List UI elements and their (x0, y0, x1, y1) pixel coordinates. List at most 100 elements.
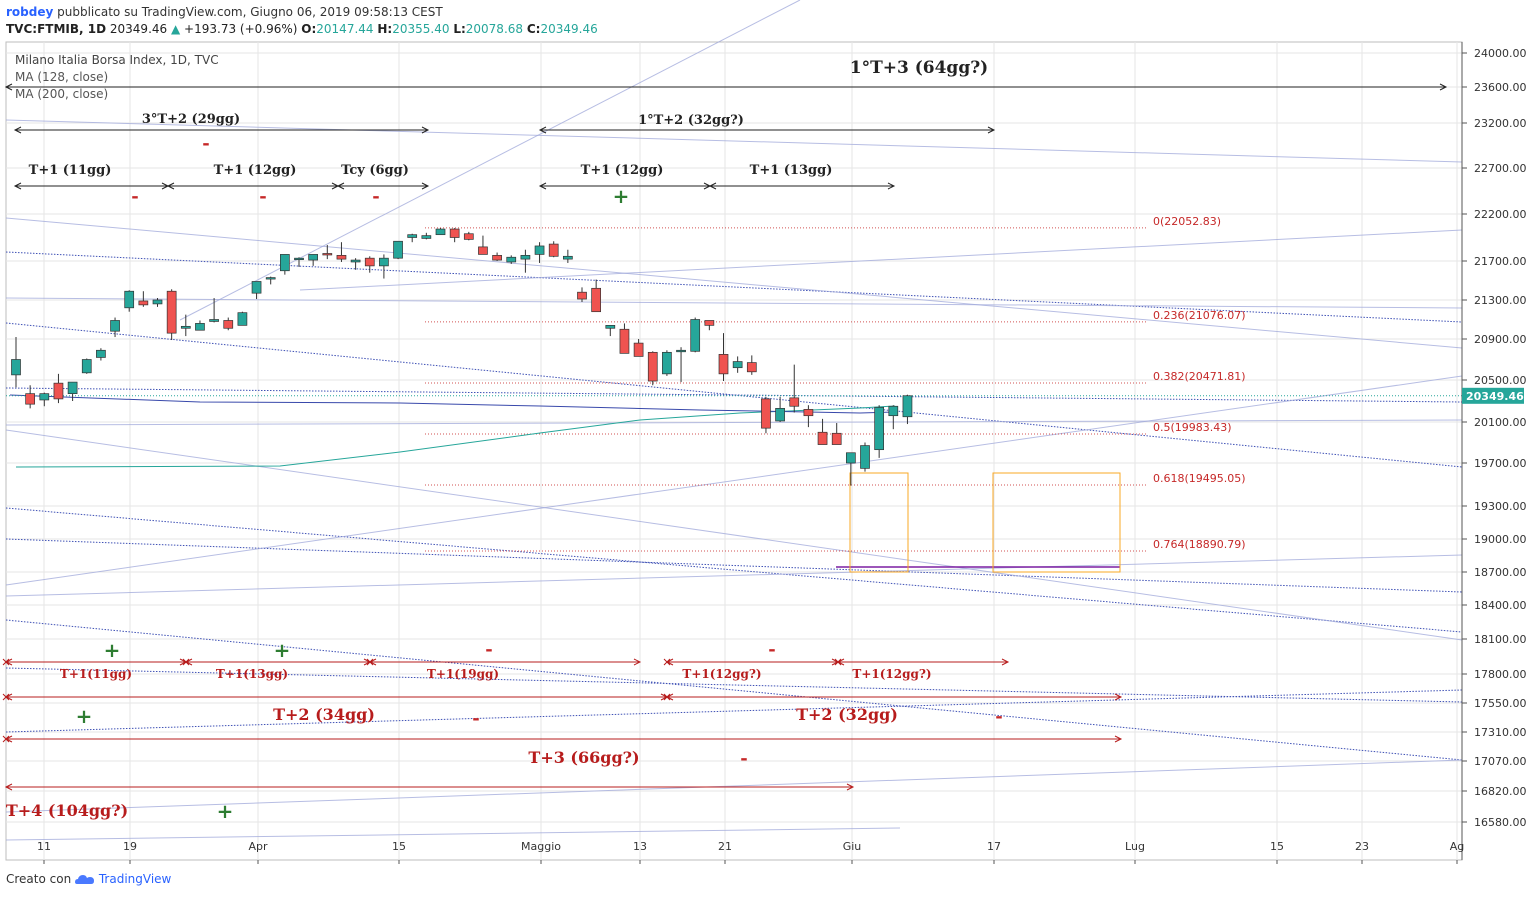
cycle-arrow-b3-tick (366, 658, 374, 666)
price-tick-label: 20100.00 (1474, 416, 1527, 429)
cycle-label-b4: T+1(12gg?) (682, 667, 761, 681)
candle-body (180, 325, 191, 329)
candle (534, 242, 545, 263)
price-tick-label: 23600.00 (1474, 81, 1527, 94)
price-axis[interactable]: 24000.00 23600.00 23200.00 22700.00 22200.00… (1461, 42, 1527, 860)
channel-line (5, 689, 1463, 733)
candlesticks[interactable] (11, 228, 913, 486)
candle-body (25, 393, 35, 405)
candle (633, 339, 644, 357)
last-price-tag (1462, 387, 1524, 404)
candle (280, 254, 290, 275)
candle-body (718, 354, 729, 375)
candle (902, 394, 913, 425)
time-tick-label: Lug (1125, 840, 1145, 853)
candle-body (619, 328, 630, 354)
candle-body (902, 395, 913, 418)
fib-label: 0.5(19983.43) (1153, 421, 1232, 434)
tradingview-cloud-icon (75, 875, 95, 884)
legend-title: Milano Italia Borsa Index, 1D, TVC (15, 53, 219, 67)
up-arrow-icon: ▲ (170, 22, 181, 36)
cycle-sign: + (217, 799, 234, 823)
cycle-arrow-t3-head (4, 83, 13, 91)
price-tick-label: 22700.00 (1474, 162, 1527, 175)
candle-body (647, 351, 658, 382)
cycle-label-b6: T+2 (34gg) (273, 705, 375, 724)
trendline (5, 759, 1463, 813)
candle (96, 348, 106, 361)
cycle-sign: + (274, 638, 291, 662)
time-window-box (849, 472, 909, 573)
trendlines (5, 0, 1463, 841)
candle (746, 355, 757, 375)
candle (831, 423, 842, 445)
open-label: O: (301, 22, 317, 36)
cycle-arrow-t2b-head (987, 126, 996, 134)
candle-body (492, 255, 502, 261)
tradingview-link[interactable]: TradingView (98, 872, 172, 886)
price-tick-label: 21700.00 (1474, 255, 1527, 268)
candle-body (605, 325, 616, 329)
candle-body (845, 452, 856, 464)
candle-body (195, 323, 205, 331)
cycle-arrow-b9-head (846, 783, 855, 791)
candle (138, 291, 149, 307)
candle (548, 241, 559, 258)
cycle-sign: - (472, 708, 479, 729)
price-tick-label: 19000.00 (1474, 533, 1527, 546)
cycle-sign: + (104, 638, 121, 662)
candle-body (746, 362, 757, 373)
close-value: 20349.46 (540, 22, 598, 36)
cycle-arrow-t3-head (1439, 83, 1448, 91)
price-tick-label: 23200.00 (1474, 117, 1527, 130)
candle (180, 314, 191, 337)
cycle-arrow-b8-head (1114, 735, 1123, 743)
candle-body (322, 253, 333, 256)
cycle-sign: - (485, 639, 492, 660)
candle-body (704, 320, 715, 326)
candle (124, 290, 135, 312)
candle-body (591, 287, 602, 313)
fibonacci-retracement: 0(22052.83) 0.236(21076.07) 0.382(20471.81… (425, 215, 1246, 552)
time-axis[interactable]: 11 19 Apr 15 Maggio 13 21 Giu 17 Lug 15 23 Ag (37, 840, 1464, 864)
candle-body (308, 254, 318, 261)
cycle-arrow-t1a-head (13, 182, 22, 190)
author-link[interactable]: robdey (6, 5, 54, 19)
candle (520, 249, 531, 273)
projection-boxes (849, 472, 1121, 573)
price-change: +193.73 (+0.96%) (184, 22, 298, 36)
cycle-arrow-t2a-head (13, 126, 22, 134)
candle-body (690, 319, 701, 352)
trendline (179, 0, 801, 321)
candle (152, 298, 163, 307)
candle (308, 254, 318, 266)
candle-body (831, 432, 842, 445)
cycle-arrow-t2b-head (538, 126, 547, 134)
price-tick-label: 19700.00 (1474, 457, 1527, 470)
candle-body (364, 257, 375, 267)
price-tick-label: 20900.00 (1474, 333, 1527, 346)
candle (407, 233, 418, 243)
candle (11, 337, 21, 388)
trendline (5, 827, 901, 841)
candle (605, 325, 616, 337)
time-tick-label: 19 (123, 840, 137, 853)
trendline (5, 419, 1463, 426)
cycle-arrow-t2a-head (421, 126, 430, 134)
candle-body (888, 405, 899, 417)
candle (322, 245, 333, 260)
cycle-label-b1: T+1(11gg) (60, 667, 132, 681)
candle-body (520, 255, 531, 260)
cycle-sign: - (202, 133, 209, 154)
price-tick-label: 17550.00 (1474, 697, 1527, 710)
candle (209, 298, 219, 323)
candle-body (251, 281, 262, 294)
candle (336, 242, 347, 262)
cycle-sign: + (613, 184, 630, 208)
cycle-sign: + (76, 704, 93, 728)
high-value: 20355.40 (392, 22, 450, 36)
time-tick-label: 15 (1270, 840, 1284, 853)
candle-body (265, 277, 276, 280)
trendline (5, 375, 1463, 586)
